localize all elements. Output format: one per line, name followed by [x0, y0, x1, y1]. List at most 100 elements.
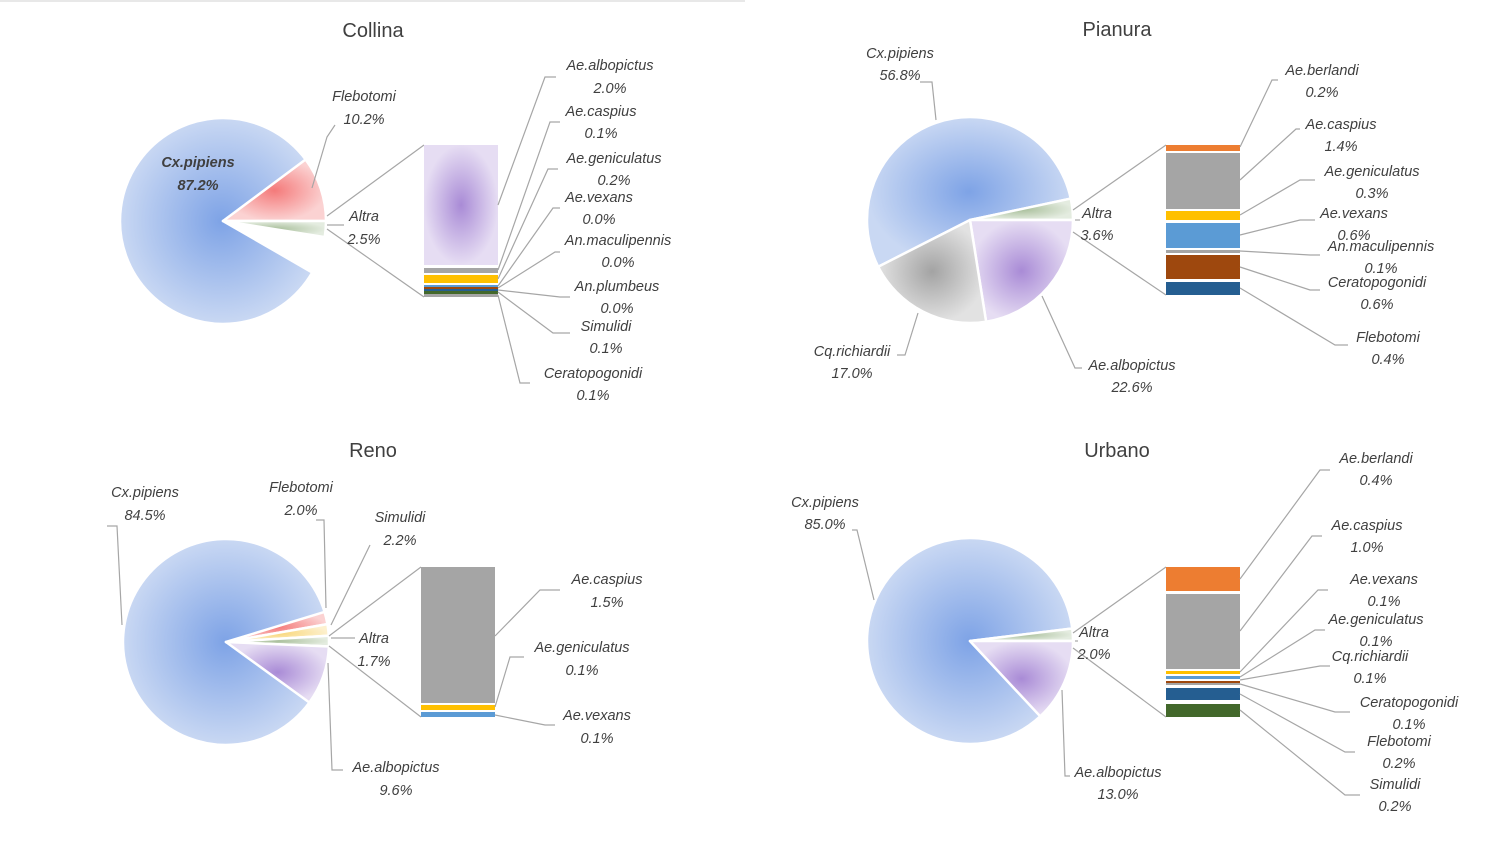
connector-line — [1072, 231, 1167, 296]
slice-label: Cx.pipiens — [791, 495, 859, 511]
bar-segment-ae-caspius — [421, 567, 495, 703]
bar-segment-an-maculipennis — [1166, 250, 1240, 253]
bar-label: Ae.geniculatus — [565, 151, 661, 167]
bar-label: Ae.geniculatus — [533, 640, 629, 656]
chart-title: Reno — [349, 440, 397, 462]
leader-line — [494, 656, 524, 708]
bar-value: 0.1% — [1364, 261, 1397, 277]
connector-line — [1072, 566, 1167, 634]
chart-reno: Reno Cx.pipiens 84.5% Flebotomi 2.0% Simulidi… — [107, 440, 642, 799]
bar-segment-ae-geniculatus — [1166, 211, 1240, 220]
slice-value: 56.8% — [879, 68, 920, 84]
slice-label: Altra — [348, 209, 379, 225]
slice-value: 13.0% — [1097, 787, 1138, 803]
slice-label: Ae.albopictus — [351, 760, 439, 776]
bar-label: Ae.albopictus — [565, 58, 653, 74]
bar-value: 0.0% — [600, 301, 633, 317]
slice-label: Simulidi — [375, 510, 427, 526]
bar-label: Simulidi — [581, 319, 633, 335]
bar-segment-flebotomi — [1166, 688, 1240, 700]
bar-value: 0.0% — [582, 212, 615, 228]
bar-segment-ae-berlandi — [1166, 145, 1240, 151]
bar-label: Flebotomi — [1367, 734, 1431, 750]
leader-line — [920, 81, 937, 121]
bar-value: 0.3% — [1355, 186, 1388, 202]
bar-label: An.plumbeus — [574, 279, 660, 295]
slice-label: Ae.albopictus — [1073, 765, 1161, 781]
leader-line — [1239, 287, 1348, 346]
bar-value: 2.0% — [592, 81, 626, 97]
bar-label: Ae.vexans — [1319, 206, 1388, 222]
leader-line — [497, 291, 570, 334]
bar-segment-ae-vexans — [1166, 223, 1240, 248]
connector-line — [328, 566, 422, 637]
slice-value: 1.7% — [357, 654, 390, 670]
leader-line — [497, 168, 558, 280]
bar-label: Ae.caspius — [1331, 518, 1403, 534]
bar-segment-ae-vexans — [421, 712, 495, 717]
bar-segment-simulidi — [1166, 704, 1240, 717]
bar-segment-ae-caspius — [1166, 153, 1240, 209]
bar-segment-ae-vexans — [424, 285, 498, 287]
charts-group: Collina Cx.pipiens 87.2% Flebotomi 10.2% Altr… — [107, 19, 1459, 815]
leader-line — [1041, 295, 1082, 369]
slice-value: 87.2% — [177, 178, 218, 194]
leader-line — [1239, 179, 1315, 216]
slice-label: Cx.pipiens — [866, 46, 934, 62]
leader-line — [1061, 689, 1070, 777]
bar-value: 0.1% — [1392, 717, 1425, 733]
bar-label: Ae.berlandi — [1338, 451, 1413, 467]
leader-line — [1239, 665, 1330, 681]
leader-line — [1239, 589, 1328, 673]
bar-value: 0.1% — [1367, 594, 1400, 610]
bar-value: 0.4% — [1359, 473, 1392, 489]
connector-line — [1072, 647, 1167, 718]
bar-label: Ae.geniculatus — [1327, 612, 1423, 628]
slice-value: 2.5% — [346, 232, 380, 248]
leader-line — [1239, 128, 1300, 181]
connector-line — [326, 144, 425, 217]
pie-slice-ae-albopictus — [968, 639, 1075, 718]
leader-line — [1239, 250, 1320, 256]
bar-value: 1.5% — [590, 595, 623, 611]
bar-segment-ae-albopictus — [424, 145, 498, 265]
bar-label: Ae.geniculatus — [1323, 164, 1419, 180]
bar-value: 0.2% — [1382, 756, 1415, 772]
leader-line — [897, 312, 919, 356]
bar-value: 0.1% — [1353, 671, 1386, 687]
bar-value: 0.1% — [580, 731, 613, 747]
bar-label: Simulidi — [1370, 777, 1422, 793]
bar-value: 0.6% — [1360, 297, 1393, 313]
leader-line — [1239, 693, 1355, 753]
bar-label: An.maculipennis — [564, 233, 671, 249]
slice-value: 17.0% — [831, 366, 872, 382]
slice-value: 85.0% — [804, 517, 845, 533]
leader-line — [497, 289, 570, 298]
bar-label: Ae.vexans — [564, 190, 633, 206]
slice-label: Cx.pipiens — [161, 155, 234, 171]
leader-line — [497, 121, 560, 271]
leader-line — [494, 714, 555, 726]
leader-line — [494, 589, 560, 637]
leader-line — [852, 529, 875, 601]
leader-line — [1239, 709, 1360, 796]
leader-line — [497, 207, 560, 287]
bar-segment-simulidi — [424, 291, 498, 294]
leader-line — [1239, 219, 1315, 236]
leader-line — [497, 76, 556, 206]
slice-label: Ae.albopictus — [1087, 358, 1175, 374]
bar-value: 0.1% — [576, 388, 609, 404]
pie-slice-cx-pipiens — [118, 116, 324, 326]
bar-segment-ae-berlandi — [1166, 567, 1240, 591]
bar-value: 0.1% — [584, 126, 617, 142]
bar-label: Ae.berlandi — [1284, 63, 1359, 79]
slice-label: Altra — [358, 631, 389, 647]
leader-line — [1239, 79, 1278, 148]
bar-label: Ae.caspius — [571, 572, 643, 588]
chart-pianura: Pianura Cx.pipiens 56.8% Altra 3.6% Ae.albopi… — [814, 19, 1434, 396]
pie-slice-altra — [221, 219, 328, 239]
bar-label: Ceratopogonidi — [1328, 275, 1427, 291]
leader-line — [316, 519, 327, 609]
bar-value: 0.2% — [1378, 799, 1411, 815]
